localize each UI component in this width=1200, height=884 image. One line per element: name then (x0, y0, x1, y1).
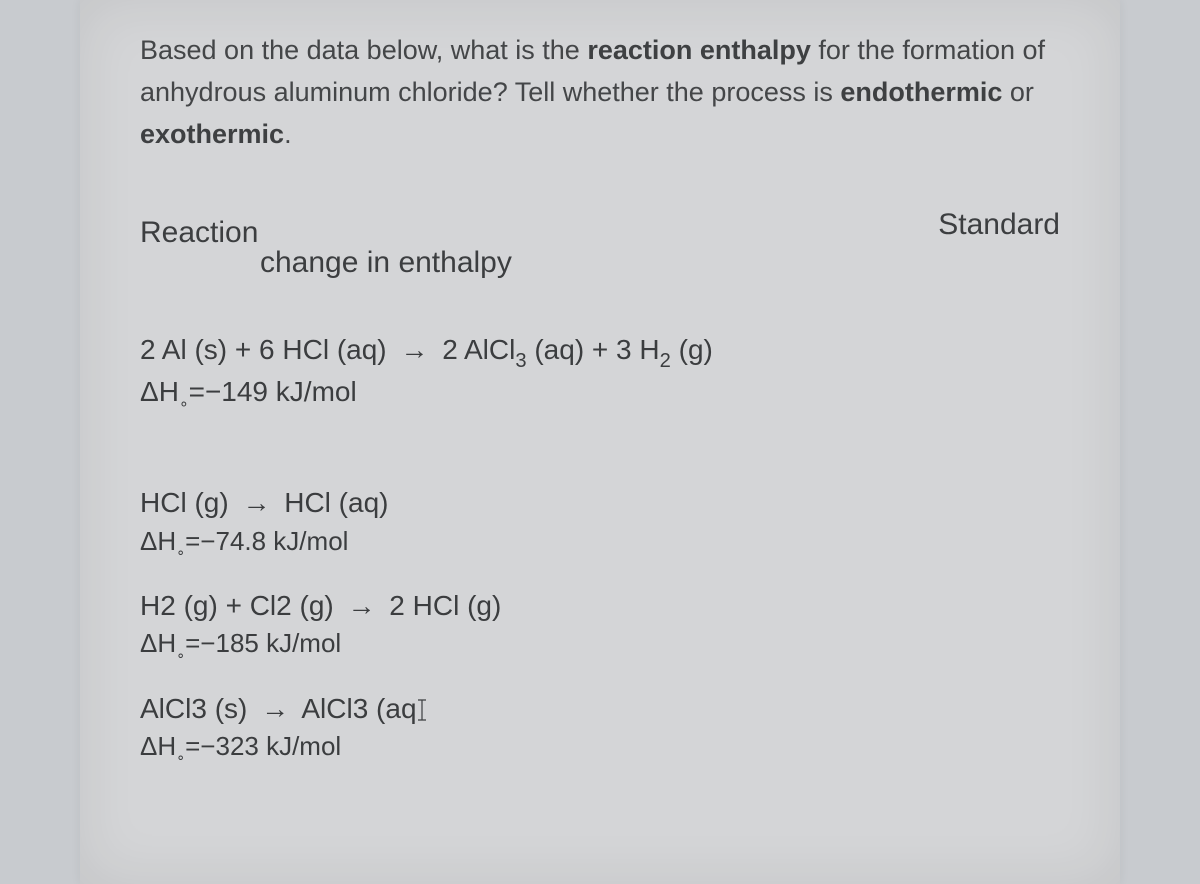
r3-rhs: 2 HCl (g) (389, 590, 501, 621)
header-change: change in enthalpy (260, 246, 512, 280)
r1-lhs: 2 Al (s) + 6 HCl (aq) (140, 334, 387, 365)
dh-val: −185 kJ/mol (200, 628, 341, 658)
r4-lhs: AlCl3 (s) (140, 693, 247, 724)
dh-label: ΔH (140, 376, 179, 407)
q-pre: Based on the data below, what is the (140, 35, 587, 65)
reaction-block-2: HCl (g) → HCl (aq) ΔH∘=−74.8 kJ/mol (140, 483, 1060, 560)
reaction-equation-2: HCl (g) → HCl (aq) (140, 483, 1060, 524)
dh-label: ΔH (140, 628, 176, 658)
reaction-block-1: 2 Al (s) + 6 HCl (aq) → 2 AlCl3 (aq) + 3… (140, 330, 1060, 413)
dh-val: −74.8 kJ/mol (200, 526, 348, 556)
r3-lhs: H2 (g) + Cl2 (g) (140, 590, 334, 621)
reaction-block-4: AlCl3 (s) → AlCl3 (aq ΔH∘=−323 kJ/mol (140, 689, 1060, 766)
q-bold-2: endothermic (840, 77, 1002, 107)
arrow-icon: → (261, 689, 289, 730)
dh-sub: ∘ (176, 648, 185, 664)
reaction-equation-1: 2 Al (s) + 6 HCl (aq) → 2 AlCl3 (aq) + 3… (140, 330, 1060, 375)
q-bold-3: exothermic (140, 119, 284, 149)
header-standard: Standard (938, 208, 1060, 242)
dh-val: −149 kJ/mol (205, 376, 357, 407)
reaction-block-3: H2 (g) + Cl2 (g) → 2 HCl (g) ΔH∘=−185 kJ… (140, 586, 1060, 663)
dh-sub: ∘ (176, 750, 185, 766)
dh-val: −323 kJ/mol (200, 731, 341, 761)
dh-eq: = (185, 628, 200, 658)
q-end: . (284, 119, 292, 149)
dh-label: ΔH (140, 731, 176, 761)
r2-lhs: HCl (g) (140, 487, 229, 518)
q-bold-1: reaction enthalpy (587, 35, 811, 65)
reaction-dh-3: ΔH∘=−185 kJ/mol (140, 628, 1060, 662)
reaction-dh-1: ΔH∘=−149 kJ/mol (140, 376, 1060, 413)
dh-label: ΔH (140, 526, 176, 556)
reaction-dh-2: ΔH∘=−74.8 kJ/mol (140, 526, 1060, 560)
r1-sub2: 2 (660, 350, 671, 372)
r1-rhs-c: (g) (671, 334, 713, 365)
document-page: Based on the data below, what is the rea… (80, 0, 1120, 884)
r1-sub1: 3 (515, 350, 526, 372)
dh-sub: ∘ (179, 396, 189, 413)
table-header-row: Reaction change in enthalpy Standard (140, 216, 1060, 280)
r2-rhs: HCl (aq) (284, 487, 388, 518)
text-cursor-icon (417, 692, 429, 714)
header-reaction: Reaction (140, 216, 512, 250)
r1-rhs-a: 2 AlCl (442, 334, 515, 365)
reaction-equation-3: H2 (g) + Cl2 (g) → 2 HCl (g) (140, 586, 1060, 627)
arrow-icon: → (348, 586, 376, 627)
dh-eq: = (185, 731, 200, 761)
reaction-dh-4: ΔH∘=−323 kJ/mol (140, 731, 1060, 765)
r1-rhs-b: (aq) + 3 H (527, 334, 660, 365)
q-or: or (1002, 77, 1034, 107)
dh-sub: ∘ (176, 545, 185, 561)
question-text: Based on the data below, what is the rea… (140, 30, 1060, 156)
arrow-icon: → (242, 483, 270, 524)
arrow-icon: → (400, 330, 428, 371)
header-left-group: Reaction change in enthalpy (140, 216, 512, 280)
reaction-equation-4: AlCl3 (s) → AlCl3 (aq (140, 689, 1060, 730)
dh-eq: = (189, 376, 205, 407)
r4-rhs: AlCl3 (aq (301, 693, 416, 724)
dh-eq: = (185, 526, 200, 556)
